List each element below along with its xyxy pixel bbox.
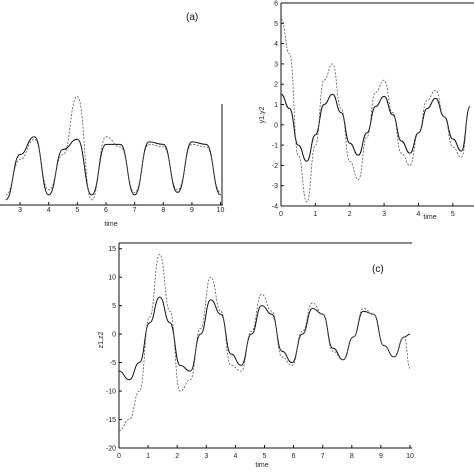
panel-b-xtick-label: 5: [451, 211, 455, 218]
panel-c-xtick-label: 10: [406, 453, 414, 460]
panel-a-xtick-label: 8: [161, 207, 165, 214]
panel-b-series-1-line: [280, 93, 471, 162]
panel-b-yticks: -4 -3 -2 -1 0 1 2 3 4 5 6: [272, 1, 284, 211]
panel-c-xtick-label: 7: [321, 453, 325, 460]
panel-b-ytick-label: 4: [274, 41, 278, 48]
panel-c-xtick-label: 2: [175, 453, 179, 460]
panel-c-ytick-label: -15: [106, 417, 116, 424]
panel-c-series: [118, 253, 411, 432]
panel-b-xtick-label: 0: [279, 211, 283, 218]
panel-b-xtick-label: 3: [382, 211, 386, 218]
panel-c-ytick-label: 0: [112, 332, 116, 339]
panel-c-xtick-label: 9: [379, 453, 383, 460]
panel-b: -4 -3 -2 -1 0 1 2 3 4 5 6 0 1 2 3 4 5 time y1,y2: [259, 1, 474, 221]
panel-b-series-2-line: [280, 18, 471, 203]
panel-c-xtick-label: 1: [146, 453, 150, 460]
panel-c-xtick-label: 6: [292, 453, 296, 460]
panel-b-ytick-label: -3: [272, 183, 278, 190]
panel-a-series: [5, 95, 222, 201]
panel-b-ytick-label: 3: [274, 61, 278, 68]
panel-c-xlabel: time: [255, 462, 268, 469]
panel-c-xtick-label: 0: [117, 453, 121, 460]
panel-c-xticks: 0 1 2 3 4 5 6 7 8 9 10: [117, 445, 414, 460]
panel-c-ytick-label: 5: [112, 303, 116, 310]
panel-c-xtick-label: 5: [263, 453, 267, 460]
panel-b-ytick-label: 5: [274, 21, 278, 28]
panel-a-xtick-label: 5: [75, 207, 79, 214]
panel-b-xtick-label: 2: [348, 211, 352, 218]
panel-c-xtick-label: 8: [350, 453, 354, 460]
panel-a: 3 4 5 6 7 8 9 10 time (a): [0, 12, 225, 228]
panel-b-ytick-label: -4: [272, 204, 278, 211]
panel-a-xticks: 3 4 5 6 7 8 9 10: [18, 202, 225, 214]
panel-c-yticks: -20 -15 -10 -5 0 5 10 15: [106, 246, 122, 453]
panel-c-label: (c): [372, 264, 384, 275]
panel-a-series-1-line: [5, 136, 222, 201]
panel-c-ytick-label: 15: [108, 246, 116, 253]
panel-a-xtick-label: 4: [47, 207, 51, 214]
panel-c-ytick-label: -20: [106, 446, 116, 453]
panel-b-ytick-label: 6: [274, 1, 278, 8]
panel-a-xtick-label: 10: [217, 207, 225, 214]
panel-c-series-1-line: [118, 296, 411, 381]
panel-c-ytick-label: -5: [110, 360, 116, 367]
panel-b-ytick-label: 2: [274, 82, 278, 89]
panel-b-ytick-label: 1: [274, 102, 278, 109]
panel-a-xtick-label: 6: [104, 207, 108, 214]
panel-c: -20 -15 -10 -5 0 5 10 15 0 1 2 3 4 5 6 7 8 9 10 time z1,z…: [98, 242, 414, 469]
panel-a-xtick-label: 3: [18, 207, 22, 214]
panel-c-ytick-label: -10: [106, 389, 116, 396]
panel-b-ytick-label: -1: [272, 143, 278, 150]
panel-c-ytick-label: 10: [108, 275, 116, 282]
panel-a-series-2-line: [5, 95, 221, 201]
panel-b-xtick-label: 4: [417, 211, 421, 218]
panel-b-ylabel: y1,y2: [259, 107, 266, 124]
panel-a-xlabel: time: [104, 221, 117, 228]
panel-c-ylabel: z1,z2: [98, 332, 105, 349]
panel-a-xtick-label: 7: [133, 207, 137, 214]
panel-a-label: (a): [186, 12, 198, 23]
panel-c-xtick-label: 3: [204, 453, 208, 460]
panel-b-series: [280, 18, 471, 203]
panel-b-xtick-label: 1: [313, 211, 317, 218]
panel-c-xtick-label: 4: [233, 453, 237, 460]
panel-b-ytick-label: -2: [272, 163, 278, 170]
panel-c-series-2-line: [118, 253, 411, 432]
panel-a-xtick-label: 9: [190, 207, 194, 214]
panel-b-xticks: 0 1 2 3 4 5: [279, 203, 455, 218]
panel-b-ytick-label: 0: [274, 122, 278, 129]
panel-b-xlabel: time: [423, 214, 436, 221]
